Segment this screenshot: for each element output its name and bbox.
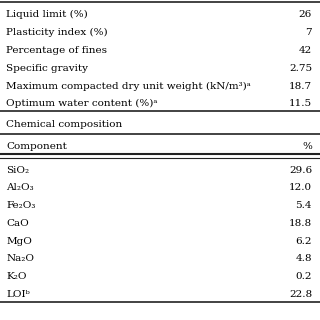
Text: Fe₂O₃: Fe₂O₃	[6, 201, 36, 210]
Text: K₂O: K₂O	[6, 272, 27, 281]
Text: 11.5: 11.5	[289, 99, 312, 108]
Text: Component: Component	[6, 142, 67, 151]
Text: Al₂O₃: Al₂O₃	[6, 183, 34, 192]
Text: 29.6: 29.6	[289, 165, 312, 174]
Text: Percentage of fines: Percentage of fines	[6, 46, 108, 55]
Text: Liquid limit (%): Liquid limit (%)	[6, 10, 88, 20]
Text: 18.7: 18.7	[289, 82, 312, 91]
Text: SiO₂: SiO₂	[6, 165, 29, 174]
Text: Plasticity index (%): Plasticity index (%)	[6, 28, 108, 37]
Text: 22.8: 22.8	[289, 290, 312, 299]
Text: 12.0: 12.0	[289, 183, 312, 192]
Text: Chemical composition: Chemical composition	[6, 120, 123, 129]
Text: Maximum compacted dry unit weight (kN/m³)ᵃ: Maximum compacted dry unit weight (kN/m³…	[6, 82, 251, 91]
Text: MgO: MgO	[6, 236, 32, 246]
Text: Na₂O: Na₂O	[6, 254, 35, 263]
Text: 42: 42	[299, 46, 312, 55]
Text: %: %	[302, 142, 312, 151]
Text: LOIᵇ: LOIᵇ	[6, 290, 30, 299]
Text: 2.75: 2.75	[289, 64, 312, 73]
Text: 5.4: 5.4	[295, 201, 312, 210]
Text: 0.2: 0.2	[295, 272, 312, 281]
Text: 26: 26	[299, 11, 312, 20]
Text: 6.2: 6.2	[295, 236, 312, 246]
Text: 18.8: 18.8	[289, 219, 312, 228]
Text: Specific gravity: Specific gravity	[6, 64, 88, 73]
Text: Optimum water content (%)ᵃ: Optimum water content (%)ᵃ	[6, 99, 158, 108]
Text: CaO: CaO	[6, 219, 29, 228]
Text: 7: 7	[305, 28, 312, 37]
Text: 4.8: 4.8	[295, 254, 312, 263]
